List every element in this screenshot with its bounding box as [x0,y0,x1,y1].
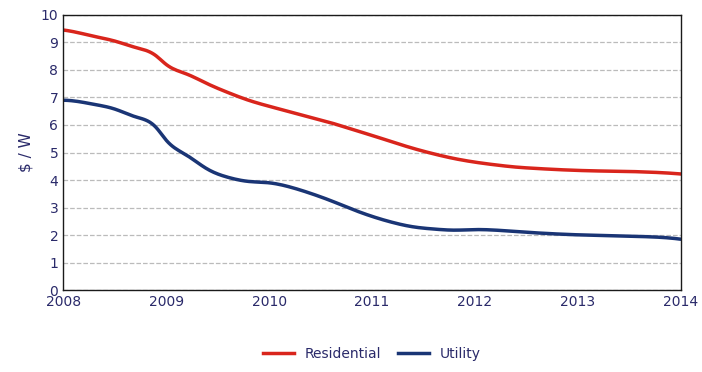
Y-axis label: $ / W: $ / W [19,133,34,172]
Legend: Residential, Utility: Residential, Utility [258,341,486,366]
